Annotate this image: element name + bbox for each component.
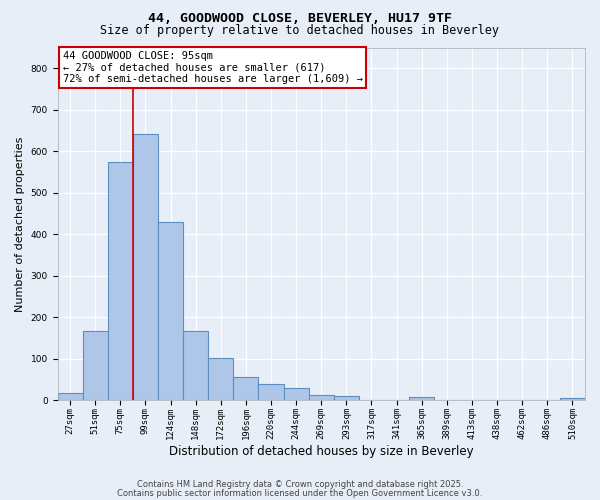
Bar bbox=[334, 396, 359, 400]
Bar bbox=[83, 330, 108, 400]
Text: Size of property relative to detached houses in Beverley: Size of property relative to detached ho… bbox=[101, 24, 499, 37]
Text: 44 GOODWOOD CLOSE: 95sqm
← 27% of detached houses are smaller (617)
72% of semi-: 44 GOODWOOD CLOSE: 95sqm ← 27% of detach… bbox=[63, 51, 363, 84]
Bar bbox=[183, 330, 208, 400]
Bar bbox=[309, 395, 334, 400]
Bar bbox=[560, 398, 585, 400]
Bar bbox=[233, 377, 259, 400]
Text: Contains HM Land Registry data © Crown copyright and database right 2025.: Contains HM Land Registry data © Crown c… bbox=[137, 480, 463, 489]
Bar bbox=[259, 384, 284, 400]
X-axis label: Distribution of detached houses by size in Beverley: Distribution of detached houses by size … bbox=[169, 444, 473, 458]
Bar bbox=[284, 388, 309, 400]
Bar bbox=[409, 396, 434, 400]
Text: 44, GOODWOOD CLOSE, BEVERLEY, HU17 9TF: 44, GOODWOOD CLOSE, BEVERLEY, HU17 9TF bbox=[148, 12, 452, 26]
Text: Contains public sector information licensed under the Open Government Licence v3: Contains public sector information licen… bbox=[118, 488, 482, 498]
Bar bbox=[133, 134, 158, 400]
Bar bbox=[58, 394, 83, 400]
Bar bbox=[208, 358, 233, 401]
Bar bbox=[158, 222, 183, 400]
Bar bbox=[108, 162, 133, 400]
Y-axis label: Number of detached properties: Number of detached properties bbox=[15, 136, 25, 312]
